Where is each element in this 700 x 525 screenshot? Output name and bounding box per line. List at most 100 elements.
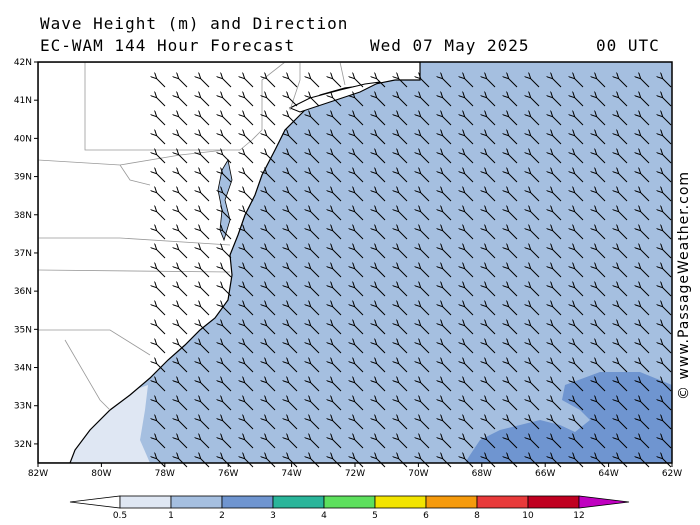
wave-arrow [332, 78, 342, 88]
wave-arrow [244, 154, 254, 164]
wave-arrow [662, 439, 672, 449]
wave-arrow [596, 97, 606, 107]
wave-arrow [354, 401, 364, 411]
wave-arrow [464, 420, 474, 430]
wave-arrow [618, 401, 628, 411]
wave-arrow [486, 306, 496, 316]
wave-arrow [288, 363, 298, 373]
legend-label: 5 [372, 511, 378, 521]
wave-arrow [332, 287, 342, 297]
wave-arrow [398, 249, 408, 259]
wave-arrow [442, 325, 452, 335]
wave-arrow [618, 135, 628, 145]
wave-arrow [310, 78, 320, 88]
legend-low-cap [69, 495, 121, 509]
wave-arrow [420, 344, 430, 354]
wave-arrow [332, 230, 342, 240]
wave-arrow [596, 78, 606, 88]
wave-arrow [376, 249, 386, 259]
wave-arrow [574, 287, 584, 297]
wave-arrow [640, 135, 650, 145]
wave-arrow [332, 420, 342, 430]
wave-arrow [442, 344, 452, 354]
wave-arrow [288, 287, 298, 297]
wave-arrow [376, 211, 386, 221]
wave-arrow [420, 306, 430, 316]
wave-arrow [508, 97, 518, 107]
wave-arrow [244, 344, 254, 354]
legend-label: 0.5 [113, 511, 127, 521]
wave-arrow [442, 135, 452, 145]
wave-arrow [662, 192, 672, 202]
lon-tick-label: 72W [345, 469, 365, 479]
wave-arrow [288, 249, 298, 259]
wave-arrow [464, 306, 474, 316]
wave-arrow [156, 439, 166, 449]
wave-arrow [662, 420, 672, 430]
wave-arrow [266, 306, 276, 316]
wave-arrow [508, 363, 518, 373]
wave-arrow [530, 344, 540, 354]
wave-arrow [662, 344, 672, 354]
lon-tick-label: 80W [91, 469, 111, 479]
wave-arrow [222, 78, 232, 88]
wave-arrow [442, 268, 452, 278]
wave-arrow [244, 173, 254, 183]
wave-arrow [640, 154, 650, 164]
wave-arrow [574, 325, 584, 335]
lon-tick-label: 68W [472, 469, 492, 479]
wave-arrow [266, 344, 276, 354]
legend-swatch [221, 495, 274, 509]
wave-arrow [574, 173, 584, 183]
wave-arrow [332, 268, 342, 278]
wave-arrow [420, 173, 430, 183]
wave-arrow [398, 173, 408, 183]
lon-tick-label: 82W [28, 469, 48, 479]
wave-arrow [156, 192, 166, 202]
wave-arrow [530, 382, 540, 392]
wave-arrow [618, 173, 628, 183]
wave-arrow [662, 135, 672, 145]
wave-arrow [354, 211, 364, 221]
wave-arrow [574, 268, 584, 278]
wave-arrow [310, 192, 320, 202]
wave-arrow [156, 287, 166, 297]
wave-arrow [640, 439, 650, 449]
wave-arrow [244, 78, 254, 88]
wave-arrow [552, 363, 562, 373]
wave-arrow [222, 249, 232, 259]
wave-arrow [398, 420, 408, 430]
wave-arrow [222, 230, 232, 240]
lat-tick-label: 40N [14, 134, 32, 144]
wave-arrow [486, 439, 496, 449]
wave-arrow [662, 78, 672, 88]
wave-arrow [618, 211, 628, 221]
wave-arrow [618, 344, 628, 354]
wave-arrow [178, 154, 188, 164]
wave-arrow [420, 382, 430, 392]
wave-arrow [596, 173, 606, 183]
wave-arrow [332, 439, 342, 449]
legend-label: 2 [219, 511, 225, 521]
lat-tick-label: 42N [14, 58, 32, 68]
wave-arrow [266, 211, 276, 221]
wave-arrow [222, 287, 232, 297]
wave-arrow [508, 116, 518, 126]
wave-arrow [200, 192, 210, 202]
wave-direction-arrows [156, 78, 672, 468]
lat-tick-label: 41N [14, 96, 32, 106]
wave-arrow [288, 211, 298, 221]
wave-arrow [420, 420, 430, 430]
wave-arrow [618, 306, 628, 316]
wave-arrow [640, 97, 650, 107]
wave-arrow [486, 401, 496, 411]
wave-arrow [398, 344, 408, 354]
wave-arrow [442, 116, 452, 126]
wave-arrow [530, 192, 540, 202]
wave-arrow [552, 249, 562, 259]
wave-arrow [442, 230, 452, 240]
wave-arrow [596, 268, 606, 278]
wave-arrow [552, 135, 562, 145]
wave-arrow [156, 211, 166, 221]
legend-swatch [476, 495, 529, 509]
